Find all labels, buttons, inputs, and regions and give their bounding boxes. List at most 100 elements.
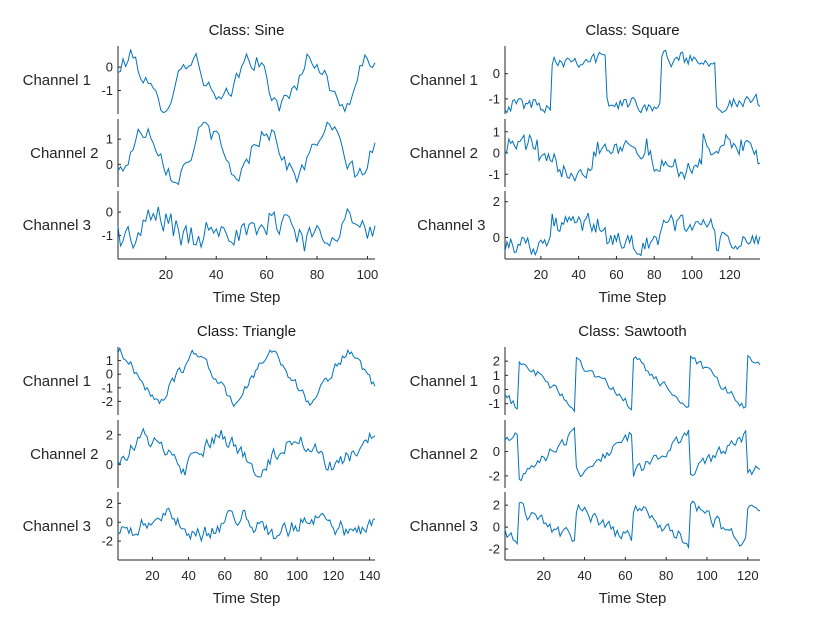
y-tick-label: -1 (488, 396, 500, 411)
y-tick-label: -1 (488, 91, 500, 106)
x-tick-label: 40 (577, 568, 591, 583)
x-tick-label: 80 (310, 267, 324, 282)
channel-label: Channel 1 (23, 72, 91, 89)
x-tick-label: 60 (218, 568, 232, 583)
series-line (117, 427, 376, 478)
y-tick-label: 2 (106, 427, 113, 442)
y-tick-label: -2 (488, 542, 500, 557)
y-tick-label: 0 (493, 146, 500, 161)
x-axis-label: Time Step (213, 590, 281, 607)
y-tick-label: 0 (493, 382, 500, 397)
channel-label: Channel 1 (23, 373, 91, 390)
y-tick-label: 0 (493, 444, 500, 459)
series-line (504, 426, 761, 482)
channel-axes-3: -2 0 2 Channel 3 (23, 492, 376, 560)
y-tick-label: 1 (106, 353, 113, 368)
y-tick-label: 1 (106, 132, 113, 147)
channel-axes-1: -2-101 Channel 1 (23, 346, 376, 415)
channel-axes-2: -1 0 1 Channel 2 (410, 119, 761, 187)
x-tick-label: 120 (737, 568, 759, 583)
series-line (504, 500, 761, 550)
y-tick-label: 0 (106, 60, 113, 75)
y-tick-label: 2 (493, 354, 500, 369)
channel-label: Channel 3 (410, 518, 478, 535)
channel-label: Channel 1 (410, 373, 478, 390)
channel-label: Channel 2 (410, 446, 478, 463)
x-axis-label: Time Step (599, 590, 667, 607)
series-line (117, 346, 376, 408)
y-tick-label: -1 (488, 167, 500, 182)
channel-axes-3: 0 2 Channel 3 (417, 191, 761, 259)
channel-axes-2: 0 1 Channel 2 (30, 119, 376, 187)
x-tick-label: 60 (618, 568, 632, 583)
chart-title: Class: Sine (209, 22, 285, 39)
y-tick-label: -1 (101, 83, 113, 98)
x-tick-label: 120 (719, 267, 741, 282)
x-tick-label: 20 (534, 267, 548, 282)
x-tick-label: 20 (537, 568, 551, 583)
x-tick-label: 100 (696, 568, 718, 583)
x-tick-label: 40 (209, 267, 223, 282)
x-tick-label: 80 (254, 568, 268, 583)
channel-label: Channel 1 (410, 72, 478, 89)
series-line (117, 49, 376, 114)
chart-panel-2: Class: Square -1 0 Channel 1 -1 0 1 Channel 2 0 2… (410, 22, 761, 306)
chart-title: Class: Square (585, 22, 679, 39)
chart-title: Class: Triangle (197, 323, 296, 340)
chart-panel-1: Class: Sine -1 0 Channel 1 0 1 Channel 2 -1 0 Cha… (23, 22, 379, 306)
channel-label: Channel 2 (410, 145, 478, 162)
y-tick-label: -2 (488, 468, 500, 483)
x-tick-label: 60 (609, 267, 623, 282)
series-line (117, 121, 376, 186)
x-tick-label: 140 (359, 568, 381, 583)
x-tick-label: 100 (286, 568, 308, 583)
x-tick-label: 100 (681, 267, 703, 282)
x-tick-label: 120 (323, 568, 345, 583)
series-line (504, 133, 761, 183)
y-tick-label: -1 (101, 380, 113, 395)
y-tick-label: 2 (106, 496, 113, 511)
channel-label: Channel 3 (23, 217, 91, 234)
x-axis-label: Time Step (213, 289, 281, 306)
series-line (504, 354, 761, 413)
chart-title: Class: Sawtooth (578, 323, 686, 340)
y-tick-label: 0 (106, 205, 113, 220)
channel-axes-3: -2 0 2 Channel 3 (410, 492, 761, 560)
x-tick-label: 20 (145, 568, 159, 583)
channel-axes-2: -2 0 Channel 2 (410, 420, 761, 488)
channel-label: Channel 2 (30, 145, 98, 162)
y-tick-label: 0 (493, 520, 500, 535)
y-tick-label: -2 (101, 394, 113, 409)
x-tick-label: 80 (659, 568, 673, 583)
channel-label: Channel 2 (30, 446, 98, 463)
channel-axes-3: -1 0 Channel 3 (23, 191, 376, 259)
y-tick-label: 1 (493, 124, 500, 139)
x-tick-label: 20 (159, 267, 173, 282)
channel-axes-2: 0 2 Channel 2 (30, 420, 376, 488)
channel-label: Channel 3 (23, 518, 91, 535)
x-tick-label: 100 (357, 267, 379, 282)
channel-axes-1: -1 0 Channel 1 (23, 46, 376, 114)
y-tick-label: 1 (493, 368, 500, 383)
y-tick-label: -1 (101, 228, 113, 243)
series-line (117, 206, 376, 252)
y-tick-label: 0 (493, 230, 500, 245)
series-line (117, 507, 376, 543)
series-line (504, 49, 761, 114)
y-tick-label: 2 (493, 498, 500, 513)
y-tick-label: 0 (106, 457, 113, 472)
y-tick-label: 0 (106, 157, 113, 172)
y-tick-label: -2 (101, 534, 113, 549)
channel-axes-1: -1 0 Channel 1 (410, 46, 761, 114)
channel-label: Channel 3 (417, 217, 485, 234)
series-line (504, 212, 761, 257)
y-tick-label: 2 (493, 194, 500, 209)
x-tick-label: 40 (571, 267, 585, 282)
x-tick-label: 40 (181, 568, 195, 583)
x-tick-label: 80 (647, 267, 661, 282)
y-tick-label: 0 (106, 367, 113, 382)
